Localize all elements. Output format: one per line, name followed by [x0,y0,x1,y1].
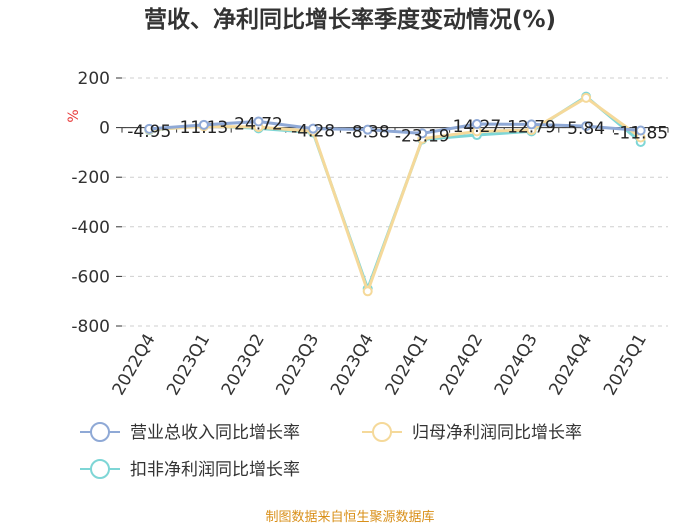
legend-marker [90,422,110,442]
y-tick-label: -800 [71,317,110,337]
legend-label: 归母净利润同比增长率 [412,423,582,443]
data-label: 11.13 [180,118,229,138]
y-tick-label: -600 [71,267,110,287]
data-point [362,286,373,297]
y-tick-label: -200 [71,168,110,188]
legend-label: 扣非净利润同比增长率 [130,460,300,480]
x-tick-label: 2023Q4 [327,331,378,399]
chart-title: 营收、净利同比增长率季度变动情况(%) [144,6,556,33]
data-label: -4.28 [291,122,335,142]
x-tick-label: 2024Q4 [545,331,596,399]
x-tick-label: 2022Q4 [109,331,160,399]
data-labels: -4.95 11.13 24.72 -4.28 -8.38 -23.19 14.27 12.7… [127,114,668,146]
grid-lines [122,77,668,327]
data-point [471,119,482,130]
source-note: 制图数据来自恒生聚源数据库 [265,509,434,525]
series-line-1 [149,96,642,296]
data-label: 14.27 [453,117,502,137]
data-label: 12.79 [507,117,556,137]
legend-label: 营业总收入同比增长率 [130,423,300,443]
data-label: -23.19 [395,126,450,146]
data-point [581,92,592,103]
data-label: -11.85 [613,124,668,144]
data-label: -8.38 [346,123,390,143]
x-tick-label: 2023Q1 [163,331,214,399]
x-tick-label: 2023Q3 [272,331,323,399]
x-tick-label: 2025Q1 [600,331,651,399]
data-point [253,116,264,127]
y-axis-unit-label: % [66,109,82,122]
data-point [362,124,373,135]
data-label: 5.84 [567,119,605,139]
x-tick-label: 2024Q1 [382,331,433,399]
series-line-0 [149,119,641,135]
data-label: 24.72 [234,114,283,134]
data-point [198,119,209,130]
series-group [144,91,646,297]
y-tick-label: 200 [78,69,110,89]
x-tick-label: 2024Q2 [436,331,487,399]
x-tick-label: 2024Q3 [491,331,542,399]
data-point [581,121,592,132]
data-point [308,123,319,134]
data-point [417,128,428,139]
legend-marker [372,422,392,442]
y-tick-label: 0 [99,119,110,139]
data-point [144,123,155,134]
data-point [635,125,646,136]
y-tick-label: -400 [71,218,110,238]
legend-marker [90,459,110,479]
y-axis: 200 0 -200 -400 -600 -800 [71,69,122,337]
x-tick-label: 2023Q2 [218,331,269,399]
data-label: -4.95 [127,122,171,142]
data-point [526,119,537,130]
x-axis: 2022Q4 2023Q1 2023Q2 2023Q3 2023Q4 2024Q1 2024… [109,127,669,399]
